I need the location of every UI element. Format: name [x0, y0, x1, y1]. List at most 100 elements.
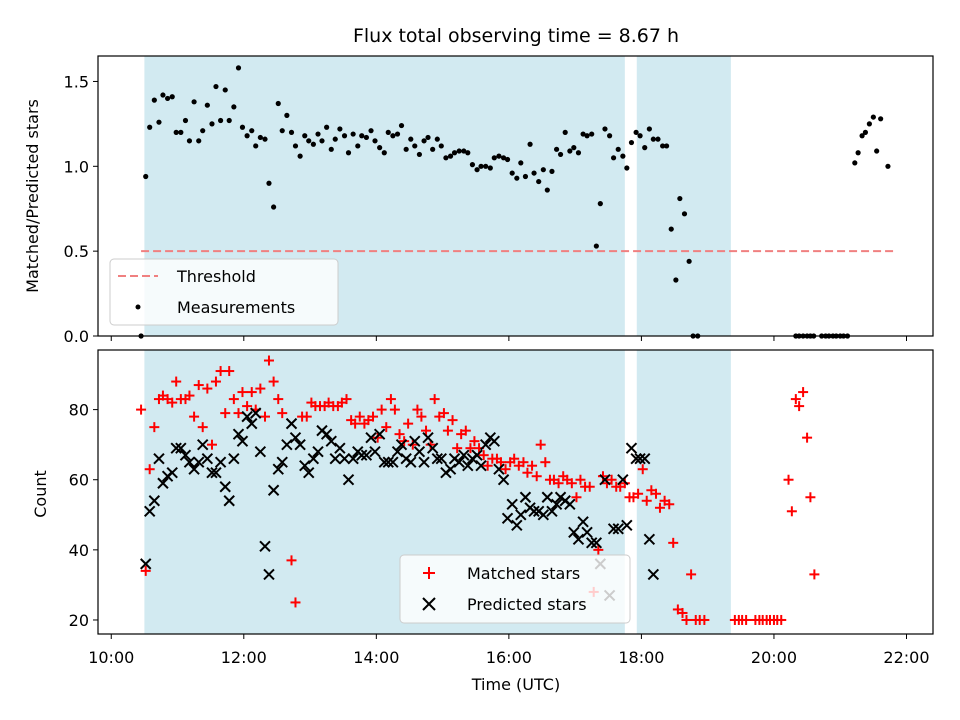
predicted-star-stroke	[568, 526, 580, 539]
measurement-point	[646, 126, 652, 132]
predicted-star-point	[140, 558, 152, 570]
matched-star-point	[575, 474, 586, 485]
predicted-star-stroke	[391, 445, 404, 458]
predicted-star-point	[607, 523, 620, 535]
predicted-star-point	[581, 526, 593, 539]
predicted-star-stroke	[625, 442, 638, 454]
measurement-point	[491, 155, 497, 161]
measurement-point	[549, 168, 555, 174]
predicted-star-stroke	[320, 428, 333, 440]
predicted-star-stroke	[246, 417, 258, 430]
y-tick-label: 1.0	[64, 157, 89, 176]
measurement-point	[660, 143, 666, 149]
predicted-star-stroke	[497, 474, 510, 486]
predicted-star-point	[647, 568, 660, 581]
matched-star-point	[465, 443, 476, 454]
matched-star-point	[597, 471, 608, 482]
predicted-star-point	[444, 463, 457, 475]
measurement-point	[257, 134, 263, 141]
predicted-star-stroke	[157, 477, 169, 489]
y-tick-label: 1.5	[64, 72, 89, 91]
predicted-star-point	[426, 442, 439, 454]
measurement-point	[866, 121, 872, 127]
measurement-point	[628, 139, 635, 146]
predicted-star-point	[422, 431, 434, 444]
matched-star-point	[140, 565, 151, 576]
predicted-star-point	[546, 505, 558, 517]
predicted-star-point	[166, 467, 178, 479]
measurement-point	[557, 151, 564, 158]
predicted-star-stroke	[188, 463, 200, 475]
predicted-star-point	[515, 509, 527, 521]
measurement-point	[156, 119, 162, 125]
measurement-point	[677, 195, 683, 202]
predicted-star-point	[157, 477, 169, 489]
predicted-star-point	[572, 533, 585, 546]
measurement-point	[292, 143, 299, 149]
measurement-point	[143, 173, 149, 180]
matched-star-point	[224, 366, 235, 377]
measurement-point	[620, 153, 626, 159]
predicted-star-point	[493, 463, 505, 475]
predicted-star-point	[219, 481, 231, 493]
predicted-star-point	[334, 442, 346, 454]
predicted-star-stroke	[515, 509, 527, 521]
predicted-star-point	[303, 467, 315, 479]
predicted-star-point	[568, 526, 580, 539]
measurement-point	[870, 114, 876, 120]
predicted-star-point	[625, 442, 638, 454]
predicted-star-point	[188, 463, 200, 475]
predicted-star-stroke	[170, 442, 182, 454]
predicted-star-point	[409, 435, 421, 447]
matched-star-point	[535, 439, 546, 450]
predicted-star-stroke	[435, 452, 447, 465]
top-axes-frame	[97, 55, 934, 337]
measurement-point	[522, 173, 529, 180]
measurement-point	[337, 126, 343, 132]
measurement-point	[421, 138, 427, 144]
predicted-star-stroke	[488, 435, 501, 447]
predicted-star-stroke	[193, 456, 205, 468]
matched-star-point	[286, 555, 297, 566]
measurement-point	[430, 146, 436, 152]
predicted-star-stroke	[307, 452, 320, 465]
predicted-star-stroke	[365, 431, 377, 444]
predicted-star-point	[153, 452, 165, 465]
y-tick-label: 60	[69, 471, 89, 490]
predicted-star-point	[183, 456, 196, 468]
observing-window	[636, 56, 731, 336]
predicted-star-point	[639, 452, 651, 465]
matched-star-point	[301, 411, 312, 422]
predicted-star-stroke	[236, 435, 249, 447]
measurement-point	[580, 131, 586, 137]
predicted-star-point	[621, 519, 633, 532]
predicted-star-stroke	[228, 452, 240, 465]
predicted-star-stroke	[387, 456, 399, 468]
matched-star-point	[593, 544, 604, 555]
measurement-point	[483, 163, 489, 169]
predicted-star-point	[148, 495, 161, 507]
measurement-point	[363, 134, 369, 141]
matched-star-point	[210, 376, 221, 387]
measurement-point	[474, 167, 480, 173]
measurement-point	[496, 153, 502, 159]
x-tick-label: 20:00	[751, 648, 797, 667]
predicted-star-point	[462, 459, 474, 472]
predicted-star-point	[241, 410, 253, 423]
matched-star-point	[381, 422, 392, 433]
predicted-star-stroke	[471, 449, 483, 461]
measurement-point	[377, 145, 383, 151]
measurement-point	[615, 146, 621, 152]
matched-star-point	[654, 502, 665, 513]
predicted-star-stroke	[612, 523, 624, 535]
matched-star-point	[263, 355, 274, 366]
predicted-star-stroke	[581, 526, 593, 539]
predicted-star-stroke	[586, 537, 598, 549]
predicted-star-stroke	[325, 435, 337, 447]
predicted-star-stroke	[143, 505, 156, 517]
predicted-star-point	[550, 498, 563, 510]
predicted-star-stroke	[431, 452, 444, 465]
measurement-point	[284, 112, 290, 118]
measurement-point	[204, 102, 210, 108]
predicted-star-stroke	[254, 445, 267, 458]
